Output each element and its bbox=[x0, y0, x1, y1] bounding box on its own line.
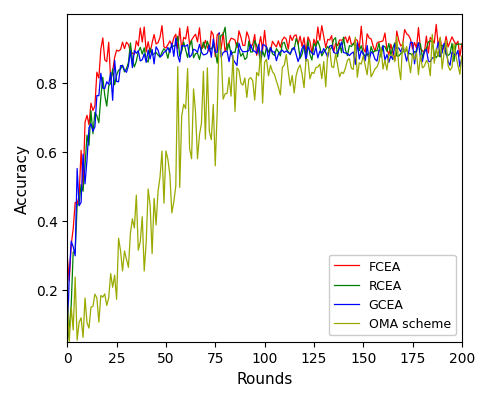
Line: FCEA: FCEA bbox=[67, 25, 462, 281]
GCEA bbox=[459, 56, 465, 61]
GCEA bbox=[64, 340, 70, 344]
GCEA bbox=[232, 61, 238, 66]
FCEA bbox=[64, 255, 70, 259]
OMA scheme bbox=[459, 54, 465, 59]
RCEA bbox=[459, 43, 465, 48]
OMA scheme bbox=[102, 292, 108, 297]
RCEA bbox=[222, 26, 228, 30]
RCEA bbox=[100, 76, 106, 81]
OMA scheme bbox=[427, 74, 433, 79]
Line: OMA scheme: OMA scheme bbox=[67, 35, 462, 342]
FCEA bbox=[68, 243, 74, 247]
RCEA bbox=[279, 42, 285, 47]
RCEA bbox=[232, 51, 238, 56]
GCEA bbox=[66, 273, 72, 278]
FCEA bbox=[279, 38, 285, 43]
X-axis label: Rounds: Rounds bbox=[236, 371, 293, 386]
FCEA bbox=[102, 58, 108, 63]
GCEA bbox=[208, 56, 214, 61]
GCEA bbox=[100, 86, 106, 91]
RCEA bbox=[427, 39, 433, 44]
RCEA bbox=[64, 340, 70, 344]
OMA scheme bbox=[66, 340, 72, 344]
OMA scheme bbox=[210, 103, 216, 107]
OMA scheme bbox=[64, 294, 70, 299]
FCEA bbox=[232, 38, 238, 43]
OMA scheme bbox=[68, 305, 74, 310]
Line: GCEA: GCEA bbox=[67, 34, 462, 342]
RCEA bbox=[66, 327, 72, 332]
Line: RCEA: RCEA bbox=[67, 28, 462, 342]
GCEA bbox=[216, 31, 222, 36]
FCEA bbox=[433, 23, 439, 28]
GCEA bbox=[279, 49, 285, 53]
FCEA bbox=[66, 279, 72, 284]
OMA scheme bbox=[232, 110, 238, 115]
FCEA bbox=[459, 42, 465, 47]
FCEA bbox=[427, 36, 433, 41]
Y-axis label: Accuracy: Accuracy bbox=[15, 144, 30, 213]
RCEA bbox=[208, 47, 214, 52]
OMA scheme bbox=[279, 66, 285, 71]
GCEA bbox=[427, 60, 433, 65]
OMA scheme bbox=[429, 33, 435, 38]
FCEA bbox=[210, 33, 216, 38]
Legend: FCEA, RCEA, GCEA, OMA scheme: FCEA, RCEA, GCEA, OMA scheme bbox=[328, 255, 456, 336]
